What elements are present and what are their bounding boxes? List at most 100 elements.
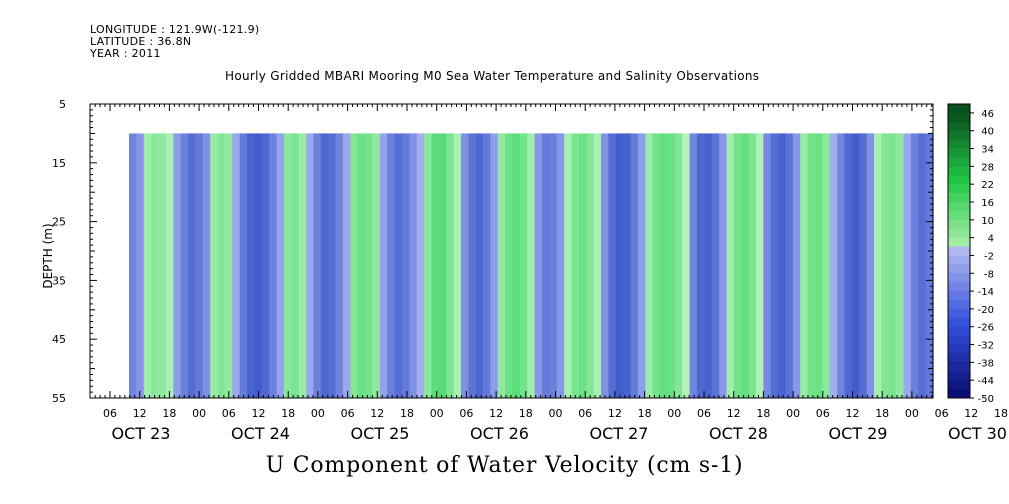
heatmap-cell	[534, 133, 543, 398]
heatmap-cell	[792, 133, 801, 398]
heatmap-cell	[372, 133, 381, 398]
heatmap-cell	[505, 133, 514, 398]
heatmap-cell	[261, 133, 270, 398]
x-axis-label: U Component of Water Velocity (cm s-1)	[265, 453, 744, 478]
chart-title: Hourly Gridded MBARI Mooring M0 Sea Wate…	[225, 69, 760, 83]
heatmap-cell	[682, 133, 691, 398]
colorbar-segment	[948, 193, 970, 203]
x-hour-label: 18	[162, 407, 176, 420]
x-hour-label: 18	[281, 407, 295, 420]
heatmap-cell	[342, 133, 351, 398]
x-hour-label: 00	[786, 407, 800, 420]
heatmap-cell	[733, 133, 742, 398]
heatmap-cell	[313, 133, 322, 398]
colorbar-label: 46	[981, 109, 994, 120]
heatmap-cell	[741, 133, 750, 398]
heatmap-cell	[446, 133, 455, 398]
heatmap-cell	[291, 133, 300, 398]
x-hour-label: 06	[459, 407, 473, 420]
heatmap-cell	[608, 133, 617, 398]
heatmap-cell	[512, 133, 521, 398]
heatmap-cell	[896, 133, 905, 398]
heatmap-cell	[586, 133, 595, 398]
heatmap-cell	[283, 133, 292, 398]
colorbar-segment	[948, 104, 970, 114]
colorbar-segment	[948, 184, 970, 194]
heatmap-cell	[210, 133, 219, 398]
x-date-label: OCT 29	[829, 424, 888, 443]
x-hour-label: 06	[341, 407, 355, 420]
heatmap-cell	[837, 133, 846, 398]
colorbar-label: -32	[978, 341, 994, 352]
colorbar-segment	[948, 210, 970, 221]
heatmap-cell	[822, 133, 831, 398]
colorbar-label: 34	[981, 145, 994, 156]
colorbar-label: 40	[981, 127, 994, 138]
heatmap-cell	[903, 133, 912, 398]
colorbar-label: -38	[978, 358, 994, 369]
x-hour-label: 18	[994, 407, 1008, 420]
heatmap-cell	[224, 133, 233, 398]
heatmap-cell	[748, 133, 757, 398]
colorbar-label: -44	[978, 376, 994, 387]
heatmap-cell	[637, 133, 646, 398]
colorbar-segment	[948, 282, 970, 292]
heatmap-cell	[335, 133, 344, 398]
colorbar-segment	[948, 157, 970, 167]
colorbar-segment	[948, 308, 970, 319]
heatmap-cell	[460, 133, 469, 398]
colorbar-segment	[948, 335, 970, 346]
colorbar-segment	[948, 389, 970, 399]
heatmap-cell	[881, 133, 890, 398]
heatmap-cell	[483, 133, 492, 398]
latitude-label: LATITUDE : 36.8N	[90, 35, 192, 48]
heatmap-cell	[519, 133, 528, 398]
heatmap-cell	[623, 133, 632, 398]
heatmap-cell	[807, 133, 816, 398]
heatmap-cell	[711, 133, 720, 398]
x-hour-label: 00	[667, 407, 681, 420]
colorbar-label: -20	[978, 305, 994, 316]
colorbar-segment	[948, 246, 970, 256]
x-hour-label: 12	[608, 407, 622, 420]
longitude-label: LONGITUDE : 121.9W(-121.9)	[90, 23, 260, 36]
heatmap-cell	[844, 133, 853, 398]
colorbar-label: 4	[988, 234, 994, 245]
heatmap-cell	[180, 133, 189, 398]
heatmap-cell	[490, 133, 499, 398]
heatmap-cell	[652, 133, 661, 398]
heatmap-cell	[851, 133, 860, 398]
x-hour-label: 18	[400, 407, 414, 420]
colorbar-segment	[948, 300, 970, 310]
x-date-label: OCT 23	[112, 424, 171, 443]
colorbar-segment	[948, 371, 970, 381]
colorbar-segment	[948, 202, 970, 212]
colorbar-label: -8	[984, 269, 994, 280]
heatmap-cell	[247, 133, 255, 398]
heatmap-cell	[630, 133, 639, 398]
colorbar-label: 28	[981, 162, 994, 173]
x-hour-label: 06	[697, 407, 711, 420]
colorbar: 46 40 34 28 22 16 10 4 -2 -8 -14 -20 -26 -32 -38 -44 -50	[947, 103, 994, 405]
heatmap-cell	[424, 133, 433, 398]
colorbar-label: -26	[978, 323, 994, 334]
x-hour-label: 12	[489, 407, 503, 420]
heatmap-cell	[438, 133, 447, 398]
x-date-label: OCT 27	[590, 424, 649, 443]
x-hour-label: 06	[816, 407, 830, 420]
heatmap-cell	[387, 133, 396, 398]
heatmap-cell	[778, 133, 787, 398]
heatmap-cell	[763, 133, 772, 398]
x-hour-label: 00	[311, 407, 325, 420]
heatmap-cell	[269, 133, 278, 398]
heatmap-cell	[593, 133, 602, 398]
colorbar-label: -2	[984, 251, 994, 262]
x-hour-label: 12	[846, 407, 860, 420]
heatmap-cell	[217, 133, 226, 398]
heatmap-cell	[719, 133, 728, 398]
heatmap-cell	[143, 133, 152, 398]
x-date-label: OCT 25	[351, 424, 410, 443]
heatmap-cell	[645, 133, 654, 398]
x-hour-label: 18	[875, 407, 889, 420]
